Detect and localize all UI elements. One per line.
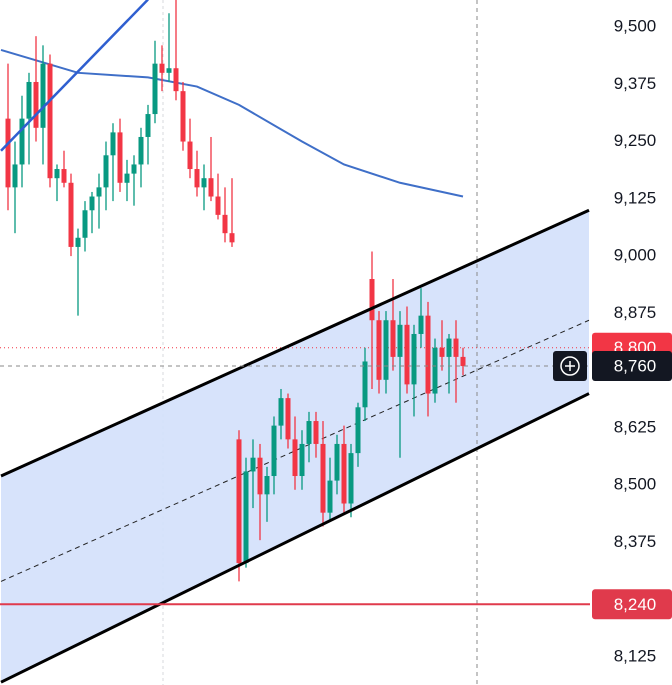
y-tick-label: 8,500 bbox=[614, 475, 657, 494]
candle-body bbox=[397, 324, 403, 357]
candle-body bbox=[180, 91, 186, 142]
candle-body bbox=[110, 132, 116, 156]
candle-body bbox=[369, 279, 375, 321]
candle-body bbox=[306, 421, 312, 444]
candle-body bbox=[124, 173, 130, 183]
candle-body bbox=[243, 471, 249, 564]
candle-body bbox=[173, 68, 179, 92]
candle-body bbox=[19, 118, 25, 165]
candle-body bbox=[320, 443, 326, 513]
candle-body bbox=[285, 398, 291, 440]
candle-body bbox=[208, 178, 214, 197]
candle-body bbox=[117, 132, 123, 183]
candle-body bbox=[418, 315, 424, 334]
moving-average bbox=[0, 48, 464, 198]
trendline bbox=[0, 392, 590, 684]
hline-label-box bbox=[592, 589, 672, 620]
candle-body bbox=[292, 439, 298, 477]
candle-body bbox=[376, 320, 382, 380]
candle-body bbox=[257, 457, 263, 495]
crosshair-label: 8,760 bbox=[614, 357, 657, 376]
candle-body bbox=[103, 155, 109, 188]
y-tick-label: 9,250 bbox=[614, 131, 657, 150]
hline-label: 8,240 bbox=[614, 595, 657, 614]
candle-body bbox=[411, 333, 417, 385]
candle-body bbox=[215, 196, 221, 215]
candle-body bbox=[33, 81, 39, 128]
candle-body bbox=[12, 164, 18, 188]
candle-body bbox=[453, 338, 459, 357]
candle-body bbox=[145, 114, 151, 137]
candle-body bbox=[54, 169, 60, 179]
candle-body bbox=[299, 443, 305, 477]
y-tick-label: 8,375 bbox=[614, 532, 657, 551]
candle-body bbox=[404, 324, 410, 385]
candle-body bbox=[446, 338, 452, 357]
y-tick-label: 8,125 bbox=[614, 646, 657, 665]
candle-body bbox=[327, 480, 333, 513]
candle-body bbox=[439, 347, 445, 357]
crosshair-plus-button[interactable] bbox=[560, 356, 580, 376]
candle-body bbox=[390, 320, 396, 357]
candle-body bbox=[201, 178, 207, 188]
candle-body bbox=[26, 81, 32, 119]
candle-body bbox=[152, 63, 158, 115]
candle-body bbox=[348, 453, 354, 504]
candle-body bbox=[61, 169, 67, 183]
candle-body bbox=[425, 315, 431, 394]
candle-body bbox=[383, 320, 389, 380]
candle-body bbox=[355, 407, 361, 454]
candle-body bbox=[334, 443, 340, 481]
candle-body bbox=[432, 347, 438, 394]
y-tick-label: 8,625 bbox=[614, 417, 657, 436]
candle-body bbox=[40, 63, 46, 128]
candle-body bbox=[131, 164, 137, 174]
trendline bbox=[0, 0, 149, 152]
candle-body bbox=[138, 136, 144, 165]
candle-body bbox=[460, 356, 466, 367]
candle-body bbox=[362, 361, 368, 408]
y-tick-label: 9,375 bbox=[614, 74, 657, 93]
crosshair-plus-icon bbox=[565, 361, 575, 372]
candle-body bbox=[341, 443, 347, 504]
plot-area bbox=[0, 0, 590, 685]
candle-body bbox=[187, 141, 193, 170]
y-tick-label: 9,000 bbox=[614, 246, 657, 265]
candle-body bbox=[166, 68, 172, 73]
candle-body bbox=[229, 233, 235, 243]
candle-body bbox=[236, 439, 242, 564]
trendline bbox=[0, 208, 590, 478]
y-tick-label: 8,875 bbox=[614, 303, 657, 322]
candle-body bbox=[278, 398, 284, 426]
candle-body bbox=[68, 182, 74, 247]
candle-body bbox=[82, 210, 88, 238]
candle-body bbox=[5, 118, 11, 188]
candle-body bbox=[75, 237, 81, 247]
candle-body bbox=[159, 63, 165, 73]
crosshair-label-box bbox=[592, 351, 672, 382]
candle-body bbox=[96, 187, 102, 197]
candle-body bbox=[250, 457, 256, 472]
candle-body bbox=[313, 421, 319, 444]
candle-body bbox=[264, 476, 270, 495]
candle-body bbox=[222, 214, 228, 234]
y-tick-label: 9,125 bbox=[614, 188, 657, 207]
y-tick-label: 9,500 bbox=[614, 16, 657, 35]
candle-body bbox=[271, 425, 277, 477]
candle-body bbox=[194, 169, 200, 188]
candle-body bbox=[89, 196, 95, 211]
candle-body bbox=[47, 63, 53, 179]
